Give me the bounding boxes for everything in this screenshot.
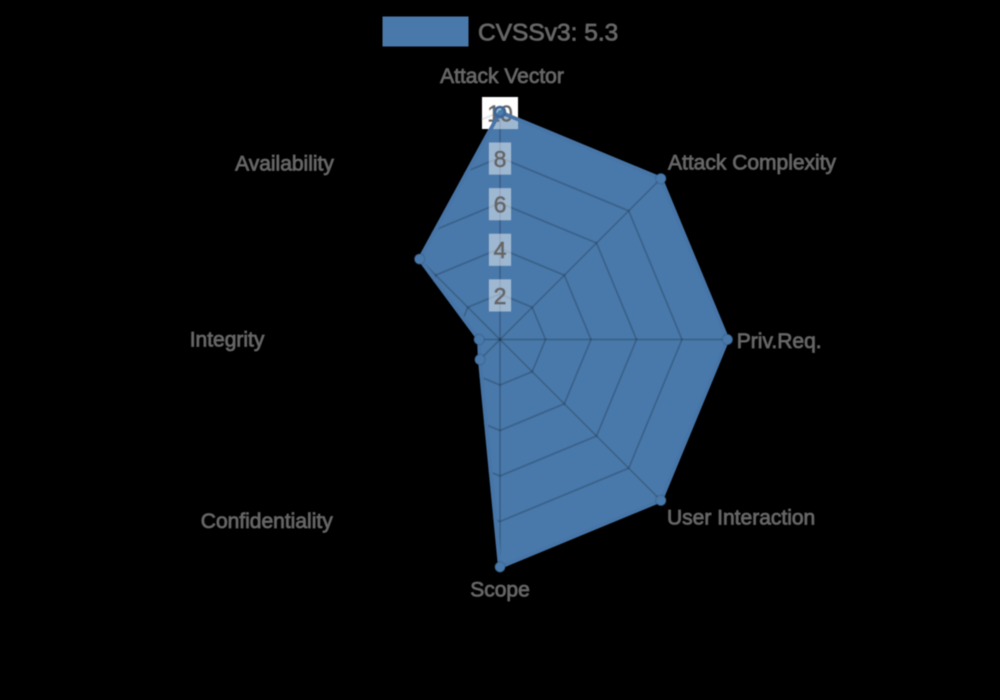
svg-text:6: 6 — [494, 192, 507, 218]
svg-text:Integrity: Integrity — [190, 329, 265, 352]
svg-text:8: 8 — [494, 146, 507, 172]
svg-text:Attack Complexity: Attack Complexity — [668, 152, 837, 175]
svg-text:4: 4 — [494, 237, 507, 263]
svg-text:Availability: Availability — [235, 153, 334, 176]
svg-text:Priv.Req.: Priv.Req. — [737, 330, 822, 353]
svg-text:Confidentiality: Confidentiality — [201, 510, 333, 533]
svg-text:CVSSv3: 5.3: CVSSv3: 5.3 — [478, 20, 618, 47]
svg-text:Scope: Scope — [470, 579, 530, 602]
svg-text:Attack Vector: Attack Vector — [440, 65, 564, 88]
svg-text:User Interaction: User Interaction — [667, 507, 815, 530]
svg-text:2: 2 — [494, 283, 507, 309]
